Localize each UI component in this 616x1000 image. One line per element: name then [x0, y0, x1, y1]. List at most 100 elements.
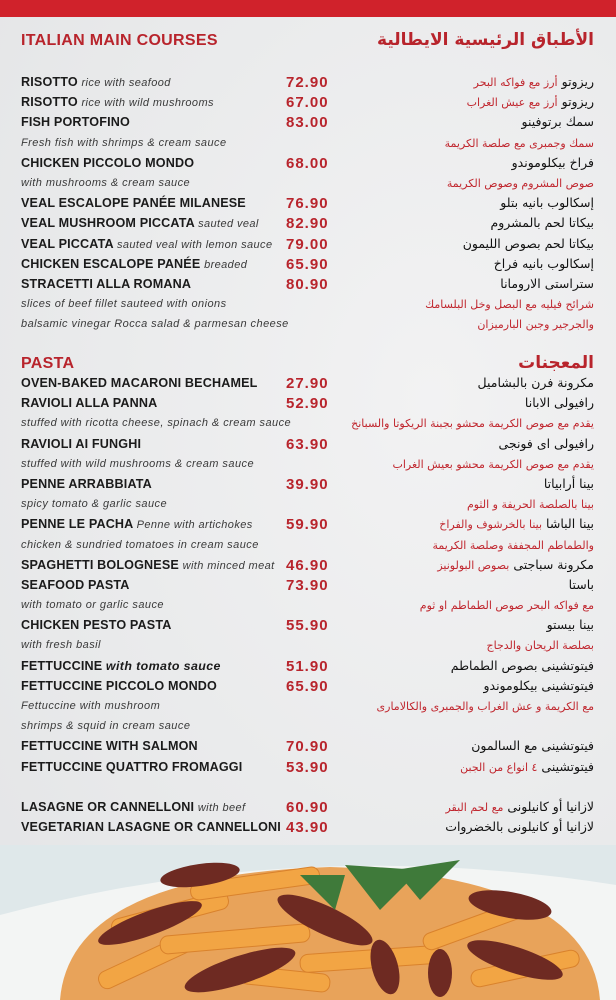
item-name-arabic: بينا بيستو — [547, 617, 594, 632]
item-name-arabic: ريزوتو أرز مع عيش الغراب — [467, 94, 594, 109]
item-name: CHICKEN ESCALOPE PANÉE breaded — [21, 257, 247, 271]
item-description-arabic: شرائح فيليه مع البصل وخل البلسامك — [425, 298, 594, 312]
item-description-arabic: والطماطم المجففة وصلصة الكريمة — [432, 538, 594, 552]
menu-item: OVEN-BAKED MACARONI BECHAMEL 27.90 مكرونة … — [0, 374, 616, 394]
menu-item: FETTUCCINE PICCOLO MONDO 65.90 فيتوتشينى ب… — [0, 677, 616, 697]
item-description-arabic: بصلصة الريحان والدجاج — [486, 639, 595, 653]
menu-item: STRACETTI ALLA ROMANA 80.90 ستراستى الاروم… — [0, 275, 616, 295]
menu-item: VEGETARIAN LASAGNE OR CANNELLONI 43.90 لاز… — [0, 818, 616, 838]
item-name-arabic-text: سمك برتوفينو — [521, 114, 595, 130]
menu-item: PENNE ARRABBIATA 39.90 بينا أرابياتا — [0, 475, 616, 495]
item-name-arabic: سمك برتوفينو — [522, 114, 595, 129]
item-description: slices of beef fillet sauteed with onion… — [21, 298, 227, 311]
menu-item: CHICKEN PICCOLO MONDO 68.00 فراخ بيكلوموند… — [0, 154, 616, 174]
item-price: 51.90 — [286, 657, 329, 675]
spacer-row — [0, 778, 616, 798]
item-description: chicken & sundried tomatoes in cream sau… — [21, 538, 259, 551]
menu-item-description: slices of beef fillet sauteed with onion… — [0, 295, 616, 315]
item-name: PENNE ARRABBIATA — [21, 477, 152, 491]
item-description: balsamic vinegar Rocca salad & parmesan … — [21, 318, 289, 331]
item-short-description: with tomato sauce — [105, 658, 221, 673]
menu-item-description: with mushrooms & cream sauce صوص المشروم … — [0, 174, 616, 194]
item-name-arabic-text: رافيولى اى فونجى — [498, 435, 594, 451]
item-price: 83.00 — [286, 114, 329, 132]
item-name-arabic: رافيولى اى فونجى — [498, 436, 594, 451]
item-name-arabic: فيتوتشينى ٤ انواع من الجبن — [460, 759, 594, 774]
menu-item: VEAL PICCATA sauted veal with lemon sauc… — [0, 235, 616, 255]
menu-item: SPAGHETTI BOLOGNESE with minced meat 46.9… — [0, 556, 616, 576]
item-name-arabic-text: مكرونة سباجتى — [513, 556, 594, 572]
item-name: VEAL ESCALOPE PANÉE MILANESE — [21, 196, 246, 210]
item-description-arabic: بينا بالصلصة الحريفة و الثوم — [466, 498, 594, 512]
item-description-arabic: مع الكريمة و عش الغراب والجمبرى والكالام… — [376, 700, 594, 713]
item-price: 55.90 — [286, 617, 329, 635]
menu-item: FETTUCCINE WITH SALMON 70.90 فيتوتشينى مع … — [0, 737, 616, 757]
item-price: 52.90 — [286, 395, 329, 413]
item-name-text: RAVIOLI AI FUNGHI — [21, 436, 142, 451]
item-description: Fresh fish with shrimps & cream sauce — [21, 136, 227, 149]
item-name-arabic: فيتوتشينى مع السالمون — [471, 738, 594, 753]
item-description-arabic: بينا بالخرشوف والفراخ — [439, 518, 543, 532]
item-short-description: rice with wild mushrooms — [81, 97, 214, 110]
item-name-arabic-text: بينا بيستو — [546, 617, 594, 633]
menu-item: RISOTTO rice with wild mushrooms 67.00 ريز… — [0, 93, 616, 113]
item-name-arabic: بيكاتا لحم بالمشروم — [490, 215, 594, 230]
item-name-arabic-text: ريزوتو — [561, 74, 594, 89]
item-name-text: PENNE ARRABBIATA — [21, 476, 152, 491]
menu-item: FETTUCCINE with tomato sauce 51.90 فيتوتشي… — [0, 657, 616, 677]
item-name-text: VEAL ESCALOPE PANÉE MILANESE — [21, 196, 246, 211]
item-name-arabic-text: بينا الباشا — [546, 516, 594, 532]
item-name-arabic-text: بيكاتا لحم بالمشروم — [490, 215, 594, 231]
item-name-arabic: لازانيا أو كانيلونى مع لحم البقر — [445, 799, 594, 814]
item-name-text: FETTUCCINE WITH SALMON — [21, 739, 198, 754]
item-name-arabic-text: باستا — [568, 576, 594, 592]
item-name: VEAL PICCATA sauted veal with lemon sauc… — [21, 237, 272, 251]
item-name-text: FISH PORTOFINO — [21, 115, 130, 130]
item-description-arabic: يقدم مع صوص الكريمة محشو بجبنة الريكوتا … — [351, 417, 594, 431]
main-courses-list: RISOTTO rice with seafood 72.90 ريزوتو أرز… — [0, 73, 616, 335]
item-name-arabic: بيكاتا لحم بصوص الليمون — [463, 236, 594, 251]
item-name-text: FETTUCCINE — [21, 658, 103, 673]
item-price: 68.00 — [286, 154, 329, 172]
item-name-text: PENNE LE PACHA — [21, 517, 133, 532]
item-name-text: LASAGNE OR CANNELLONI — [21, 799, 195, 814]
menu-item-description: balsamic vinegar Rocca salad & parmesan … — [0, 315, 616, 335]
item-name: LASAGNE OR CANNELLONI with beef — [21, 800, 245, 814]
item-name-arabic-text: فيتوتشينى بصوص الطماطم — [450, 657, 594, 673]
menu-item-description: chicken & sundried tomatoes in cream sau… — [0, 536, 616, 556]
item-name-text: FETTUCCINE QUATTRO FROMAGGI — [21, 759, 243, 774]
item-name-arabic: فراخ بيكلوموندو — [512, 155, 594, 170]
item-price: 46.90 — [286, 556, 329, 574]
item-name-arabic: لازانيا أو كانيلونى بالخضروات — [445, 819, 594, 834]
item-price: 76.90 — [286, 195, 329, 213]
item-name-text: SEAFOOD PASTA — [21, 577, 130, 592]
item-name-arabic-text: مكرونة فرن بالبشاميل — [477, 375, 594, 390]
item-name-arabic-text: بينا أرابياتا — [543, 475, 594, 491]
item-short-description: rice with seafood — [81, 77, 171, 89]
item-name: RISOTTO rice with seafood — [21, 75, 171, 89]
menu-item-description: with fresh basil بصلصة الريحان والدجاج — [0, 636, 616, 656]
item-short-description: breaded — [204, 258, 248, 271]
item-description: with fresh basil — [21, 639, 101, 652]
item-name-arabic: إسكالوب بانيه بتلو — [500, 195, 594, 210]
item-name-arabic-text: لازانيا أو كانيلونى — [507, 798, 594, 814]
item-description-arabic: أرز مع فواكه البحر — [473, 76, 558, 89]
item-name-arabic: مكرونة سباجتى بصوص البولونيز — [437, 557, 594, 572]
item-name-arabic-text: فراخ بيكلوموندو — [511, 154, 594, 170]
item-name-arabic: ريزوتو أرز مع فواكه البحر — [474, 74, 594, 89]
item-name-text: CHICKEN PICCOLO MONDO — [21, 155, 195, 170]
menu-item: VEAL MUSHROOM PICCATA sauted veal 82.90 بي… — [0, 214, 616, 234]
pasta-list: OVEN-BAKED MACARONI BECHAMEL 27.90 مكرونة … — [0, 374, 616, 838]
item-price: 73.90 — [286, 576, 329, 594]
item-name: PENNE LE PACHA Penne with artichokes — [21, 517, 253, 531]
item-name: FISH PORTOFINO — [21, 115, 130, 129]
item-name-arabic: فيتوتشينى بصوص الطماطم — [451, 658, 594, 673]
item-name: FETTUCCINE QUATTRO FROMAGGI — [21, 760, 242, 774]
item-name-text: STRACETTI ALLA ROMANA — [21, 276, 192, 291]
menu-item: FISH PORTOFINO 83.00 سمك برتوفينو — [0, 113, 616, 133]
item-name-arabic-text: ستراستى الارومانا — [500, 275, 594, 291]
item-price: 59.90 — [286, 516, 329, 534]
item-description-arabic: مع فواكه البحر صوص الطماطم او ثوم — [419, 599, 594, 613]
item-name: CHICKEN PESTO PASTA — [21, 618, 172, 632]
item-description-arabic: بصوص البولونيز — [437, 558, 510, 572]
